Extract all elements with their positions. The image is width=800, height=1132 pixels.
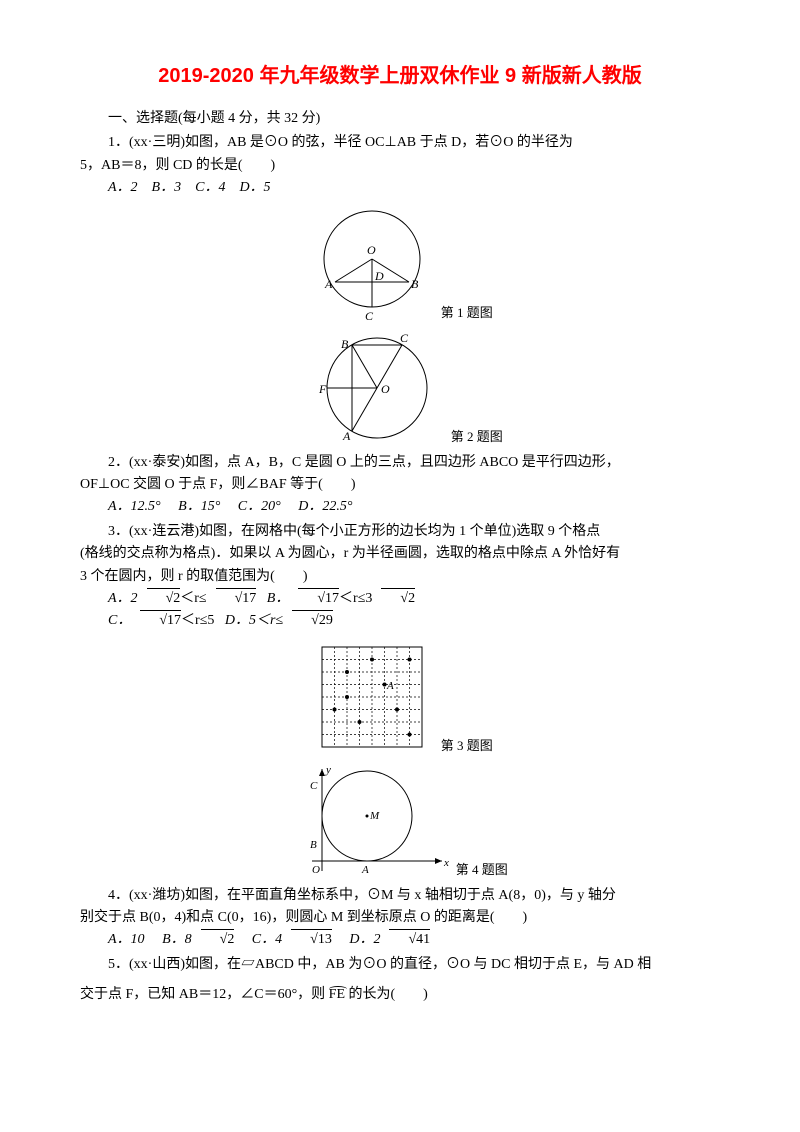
figure-4-row: M O x y A B C 第 4 题图: [80, 761, 720, 881]
svg-text:A: A: [361, 864, 369, 876]
svg-text:D: D: [374, 269, 384, 283]
sqrt-icon: √2: [372, 588, 415, 610]
figure-2-row: O A B C F 第 2 题图: [80, 328, 720, 448]
figure-3-row: A 第 3 题图: [80, 637, 720, 757]
q4-line1: 4．(xx·潍坊)如图，在平面直角坐标系中，⊙M 与 x 轴相切于点 A(8，0…: [80, 885, 720, 907]
q3-optA-p2: ＜r≤: [180, 591, 206, 606]
figure-4-label: 第 4 题图: [456, 862, 508, 877]
q4-options: A．10 B．8√2 C．4√13 D．2√41: [80, 929, 720, 951]
q2-options: A．12.5° B．15° C．20° D．22.5°: [80, 496, 720, 518]
sqrt-icon: √17: [207, 588, 257, 610]
svg-text:C: C: [365, 309, 374, 323]
q4-optB-p1: B．8: [162, 932, 192, 947]
q5-line2: 交于点 F，已知 AB＝12，∠C＝60°，则 FE 的长为( ): [80, 984, 720, 1006]
svg-text:C: C: [400, 331, 409, 345]
q5-l2-p1: 交于点 F，已知 AB＝12，∠C＝60°，则: [80, 987, 325, 1002]
svg-text:x: x: [443, 857, 449, 869]
arc-icon: [329, 986, 347, 990]
svg-text:F: F: [318, 382, 327, 396]
svg-text:O: O: [381, 382, 390, 396]
figure-2-label: 第 2 题图: [451, 429, 503, 444]
q3-line1: 3．(xx·连云港)如图，在网格中(每个小正方形的边长均为 1 个单位)选取 9…: [80, 521, 720, 543]
sqrt-icon: √29: [283, 610, 333, 632]
q3-options-row2: C．√17＜r≤5 D．5＜r≤√29: [80, 610, 720, 632]
svg-text:B: B: [310, 839, 317, 851]
figure-2-svg: O A B C F: [297, 328, 447, 448]
figure-1-label: 第 1 题图: [441, 305, 493, 320]
sqrt-icon: √17: [289, 588, 339, 610]
svg-text:A: A: [386, 680, 394, 692]
q1-options: A．2 B．3 C．4 D．5: [80, 177, 720, 199]
q3-line3: 3 个在圆内，则 r 的取值范围为( ): [80, 566, 720, 588]
section-header: 一、选择题(每小题 4 分，共 32 分): [80, 108, 720, 130]
figure-3-svg: A: [307, 637, 437, 757]
q2-line1: 2．(xx·泰安)如图，点 A，B，C 是圆 O 上的三点，且四边形 ABCO …: [80, 452, 720, 474]
sqrt-icon: √17: [131, 610, 181, 632]
q5-l2-p2: 的长为( ): [349, 987, 428, 1002]
svg-text:B: B: [341, 337, 349, 351]
svg-text:A: A: [342, 429, 351, 443]
q3-optC-p1: ＜r≤5: [181, 613, 214, 628]
svg-text:A: A: [324, 277, 333, 291]
q1-line1: 1．(xx·三明)如图，AB 是⊙O 的弦，半径 OC⊥AB 于点 D，若⊙O …: [80, 132, 720, 154]
figure-1-svg: O A B C D: [307, 204, 437, 324]
q3-options-row1: A．2√2＜r≤√17 B．√17＜r≤3√2: [80, 588, 720, 610]
q3-optB-p1: ＜r≤3: [339, 591, 372, 606]
svg-text:O: O: [312, 864, 320, 876]
q1-line2: 5，AB＝8，则 CD 的长是( ): [80, 155, 720, 177]
q5-line1: 5．(xx·山西)如图，在▱ABCD 中，AB 为⊙O 的直径，⊙O 与 DC …: [80, 954, 720, 976]
svg-text:B: B: [411, 277, 419, 291]
sqrt-icon: √2: [192, 929, 235, 951]
svg-text:y: y: [325, 764, 331, 776]
figure-1-row: O A B C D 第 1 题图: [80, 204, 720, 324]
svg-text:O: O: [367, 243, 376, 257]
sqrt-icon: √13: [282, 929, 332, 951]
svg-text:C: C: [310, 780, 318, 792]
sqrt-icon: √41: [380, 929, 430, 951]
q3-optD-p1: D．5＜r≤: [225, 613, 283, 628]
figure-3-label: 第 3 题图: [441, 738, 493, 753]
q4-optA: A．10: [108, 932, 159, 947]
q4-optD-p1: D．2: [335, 932, 380, 947]
q3-optA-p1: A．2: [108, 591, 138, 606]
figure-4-svg: M O x y A B C: [292, 761, 452, 881]
sqrt-icon: √2: [138, 588, 181, 610]
q3-line2: (格线的交点称为格点)．如果以 A 为圆心，r 为半径画圆，选取的格点中除点 A…: [80, 543, 720, 565]
page-title: 2019-2020 年九年级数学上册双休作业 9 新版新人教版: [80, 60, 720, 92]
q4-optC-p1: C．4: [238, 932, 282, 947]
svg-text:M: M: [369, 810, 380, 822]
q2-line2: OF⊥OC 交圆 O 于点 F，则∠BAF 等于( ): [80, 474, 720, 496]
q4-line2: 别交于点 B(0，4)和点 C(0，16)，则圆心 M 到坐标原点 O 的距离是…: [80, 907, 720, 929]
